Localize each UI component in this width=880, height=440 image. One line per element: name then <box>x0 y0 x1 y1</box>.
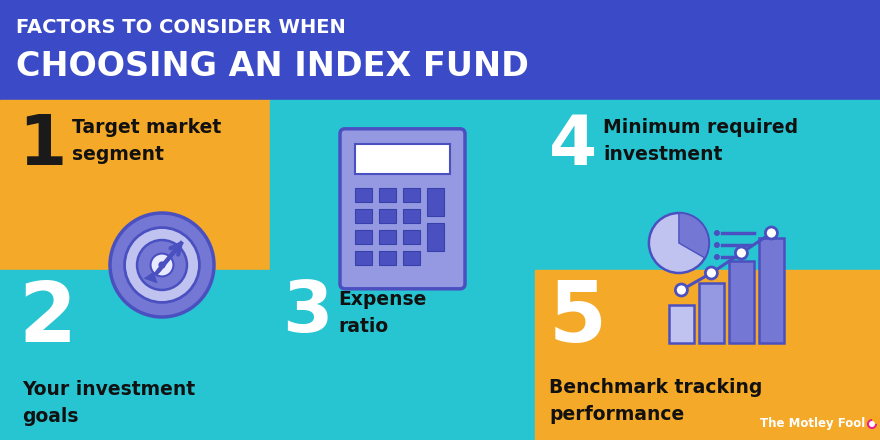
Circle shape <box>706 267 717 279</box>
Text: Benchmark tracking
performance: Benchmark tracking performance <box>549 378 762 423</box>
Circle shape <box>867 419 877 429</box>
Circle shape <box>649 213 709 273</box>
Bar <box>403 230 420 244</box>
Circle shape <box>150 253 173 276</box>
Bar <box>0 270 270 440</box>
Bar <box>0 100 270 270</box>
Bar <box>535 100 880 270</box>
Bar <box>427 223 444 251</box>
Bar <box>669 305 694 343</box>
Circle shape <box>869 421 875 427</box>
Polygon shape <box>143 271 158 283</box>
Bar <box>403 209 420 223</box>
Bar <box>379 209 396 223</box>
Text: CHOOSING AN INDEX FUND: CHOOSING AN INDEX FUND <box>16 50 529 83</box>
Wedge shape <box>678 213 709 258</box>
Bar <box>427 188 444 216</box>
Text: 1: 1 <box>18 112 66 179</box>
Bar <box>355 251 372 265</box>
Bar <box>379 230 396 244</box>
Bar <box>355 230 372 244</box>
Text: Minimum required
investment: Minimum required investment <box>603 118 798 164</box>
Circle shape <box>158 261 165 269</box>
Circle shape <box>110 213 214 317</box>
Circle shape <box>766 227 777 239</box>
Bar <box>403 188 420 202</box>
Bar <box>355 188 372 202</box>
Text: Your investment
goals: Your investment goals <box>22 380 195 425</box>
Text: Target market
segment: Target market segment <box>72 118 221 164</box>
Text: 2: 2 <box>18 278 76 359</box>
Circle shape <box>872 416 880 424</box>
Bar <box>535 270 880 440</box>
Text: 3: 3 <box>282 278 333 347</box>
Bar <box>355 144 450 174</box>
Circle shape <box>714 242 720 248</box>
Bar <box>699 283 724 343</box>
Text: FACTORS TO CONSIDER WHEN: FACTORS TO CONSIDER WHEN <box>16 18 346 37</box>
Text: 4: 4 <box>549 112 598 179</box>
Bar <box>355 209 372 223</box>
Circle shape <box>736 247 747 259</box>
Circle shape <box>125 227 200 302</box>
Bar <box>379 188 396 202</box>
Circle shape <box>676 284 687 296</box>
Bar <box>270 100 535 440</box>
Text: Expense
ratio: Expense ratio <box>338 290 427 335</box>
Bar <box>379 251 396 265</box>
FancyBboxPatch shape <box>340 129 465 289</box>
Bar <box>729 261 754 343</box>
Bar <box>0 0 880 100</box>
Circle shape <box>714 230 720 236</box>
Text: The Motley Fool: The Motley Fool <box>759 417 865 430</box>
Bar <box>759 238 784 343</box>
Bar <box>403 251 420 265</box>
Circle shape <box>714 254 720 260</box>
Circle shape <box>137 240 187 290</box>
Text: 5: 5 <box>549 278 607 359</box>
